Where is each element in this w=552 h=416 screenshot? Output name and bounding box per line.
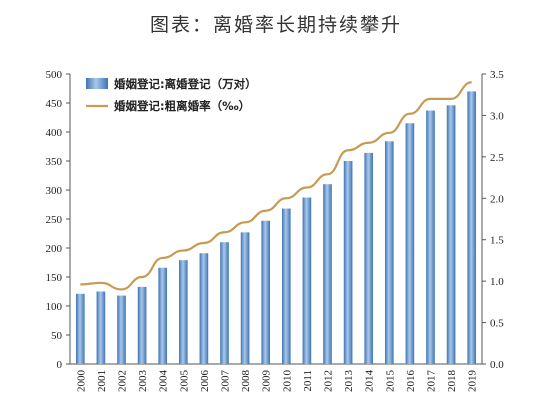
bar bbox=[117, 295, 126, 364]
legend-swatch-bar bbox=[86, 78, 108, 89]
bar bbox=[467, 91, 477, 365]
right-tick-label: 0.0 bbox=[490, 359, 504, 371]
right-tick-label: 1.5 bbox=[490, 235, 504, 247]
x-tick-label: 2005 bbox=[178, 370, 190, 393]
x-tick-label: 2006 bbox=[199, 370, 211, 393]
line-series bbox=[80, 81, 472, 291]
bar bbox=[302, 197, 312, 364]
bar bbox=[281, 208, 291, 364]
rate-line bbox=[80, 81, 472, 291]
left-tick-label: 350 bbox=[46, 156, 63, 168]
legend-label-line: 婚姻登记:粗离婚率（‰） bbox=[114, 99, 250, 113]
bar bbox=[137, 286, 147, 364]
x-tick-label: 2009 bbox=[261, 370, 273, 393]
left-tick-label: 500 bbox=[46, 69, 63, 81]
right-tick-label: 3.0 bbox=[490, 110, 504, 122]
left-tick-label: 450 bbox=[46, 98, 63, 110]
left-tick-label: 200 bbox=[46, 243, 63, 255]
bar bbox=[158, 267, 168, 364]
x-tick-label: 2017 bbox=[426, 370, 438, 393]
bar bbox=[446, 105, 456, 364]
right-tick-label: 2.5 bbox=[490, 152, 504, 164]
x-tick-label: 2015 bbox=[384, 370, 396, 393]
left-tick-label: 400 bbox=[46, 127, 63, 139]
bar bbox=[261, 220, 271, 364]
axes: 0 50 100 150 200 250 300 350 400 450 500 0.0 0.5 1.0 1… bbox=[46, 69, 505, 392]
left-tick-label: 150 bbox=[46, 272, 63, 284]
x-tick-label: 2004 bbox=[158, 370, 170, 393]
x-tick-label: 2003 bbox=[137, 370, 149, 393]
bar bbox=[426, 110, 435, 364]
legend: 婚姻登记:离婚登记（万对） 婚姻登记:粗离婚率（‰） bbox=[86, 77, 257, 113]
x-tick-label: 2014 bbox=[364, 370, 376, 393]
bar bbox=[364, 152, 374, 364]
right-tick-label: 0.5 bbox=[490, 318, 504, 330]
bar bbox=[178, 260, 188, 364]
bar bbox=[96, 291, 106, 364]
bar bbox=[405, 123, 415, 364]
x-tick-label: 2018 bbox=[446, 370, 458, 393]
bar bbox=[220, 242, 229, 364]
x-tick-label: 2000 bbox=[75, 370, 87, 393]
x-tick-label: 2010 bbox=[281, 370, 293, 393]
x-tick-label: 2013 bbox=[343, 370, 355, 393]
bar bbox=[323, 184, 332, 364]
x-tick-label: 2002 bbox=[117, 370, 129, 392]
bar bbox=[75, 293, 85, 364]
bar-series bbox=[75, 91, 477, 365]
left-tick-label: 100 bbox=[46, 301, 63, 313]
left-tick-label: 300 bbox=[46, 185, 63, 197]
left-tick-label: 50 bbox=[51, 330, 63, 342]
bar bbox=[199, 253, 209, 364]
bar bbox=[384, 141, 394, 364]
right-tick-label: 2.0 bbox=[490, 193, 504, 205]
right-tick-label: 1.0 bbox=[490, 276, 504, 288]
x-tick-label: 2012 bbox=[323, 370, 335, 392]
x-tick-label: 2016 bbox=[405, 370, 417, 393]
x-tick-label: 2001 bbox=[96, 370, 108, 392]
bar bbox=[343, 161, 353, 364]
right-tick-label: 3.5 bbox=[490, 69, 504, 81]
bar bbox=[240, 232, 250, 364]
left-tick-label: 0 bbox=[57, 359, 63, 371]
x-tick-label: 2011 bbox=[302, 370, 314, 392]
x-tick-label: 2019 bbox=[467, 370, 479, 393]
x-tick-label: 2008 bbox=[240, 370, 252, 393]
left-tick-label: 250 bbox=[46, 214, 63, 226]
legend-label-bar: 婚姻登记:离婚登记（万对） bbox=[114, 77, 257, 91]
x-tick-label: 2007 bbox=[220, 370, 232, 393]
chart-title: 图表：离婚率长期持续攀升 bbox=[149, 14, 402, 36]
